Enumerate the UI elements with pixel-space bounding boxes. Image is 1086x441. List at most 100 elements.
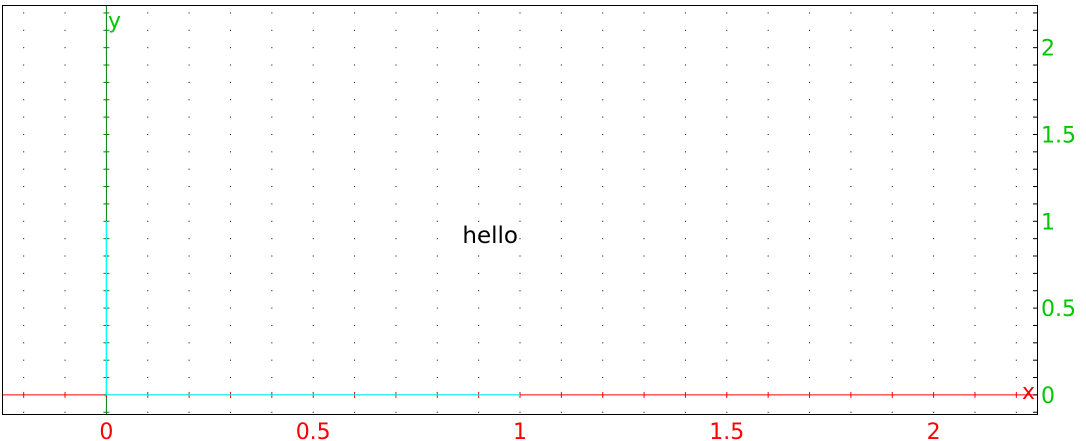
grid-dot — [478, 290, 480, 292]
grid-dot — [726, 342, 728, 344]
grid-dot — [354, 99, 356, 101]
grid-dot — [850, 307, 852, 309]
grid-dot — [147, 168, 149, 170]
grid-dot — [354, 324, 356, 326]
grid-dot — [643, 133, 645, 135]
grid-dot — [560, 220, 562, 222]
grid-dot — [64, 307, 66, 309]
grid-dot — [767, 64, 769, 66]
grid-dot — [519, 359, 521, 361]
grid-dot — [436, 64, 438, 66]
grid-dot — [933, 151, 935, 153]
grid-dot — [519, 324, 521, 326]
grid-dot — [560, 377, 562, 379]
grid-dot — [23, 186, 25, 188]
grid-dot — [767, 255, 769, 257]
grid-dot — [684, 359, 686, 361]
grid-dot — [23, 203, 25, 205]
grid-dot — [643, 64, 645, 66]
y-tick-label: 1 — [1041, 210, 1055, 235]
grid-dot — [809, 203, 811, 205]
grid-dot — [602, 359, 604, 361]
grid-dot — [643, 411, 645, 413]
grid-dot — [933, 116, 935, 118]
plot-frame — [2, 5, 1038, 415]
grid-dot — [271, 99, 273, 101]
grid-dot — [974, 29, 976, 31]
grid-dot — [560, 272, 562, 274]
grid-dot — [684, 203, 686, 205]
grid-dot — [271, 81, 273, 83]
grid-dot — [767, 342, 769, 344]
grid-dot — [147, 12, 149, 14]
grid-dot — [850, 186, 852, 188]
grid-dot — [726, 290, 728, 292]
grid-dot — [684, 307, 686, 309]
grid-dot — [602, 411, 604, 413]
grid-dot — [147, 307, 149, 309]
grid-dot — [767, 29, 769, 31]
grid-dot — [23, 64, 25, 66]
grid-dot — [767, 186, 769, 188]
grid-dot — [229, 99, 231, 101]
grid-dot — [643, 342, 645, 344]
grid-dot — [229, 133, 231, 135]
grid-dot — [933, 359, 935, 361]
grid-dot — [726, 81, 728, 83]
grid-dot — [23, 99, 25, 101]
grid-dot — [436, 272, 438, 274]
y-tick-label: 2 — [1041, 37, 1055, 62]
grid-dot — [271, 12, 273, 14]
grid-dot — [354, 168, 356, 170]
grid-dot — [560, 64, 562, 66]
grid-dot — [850, 359, 852, 361]
grid-dot — [809, 168, 811, 170]
grid-dot — [974, 47, 976, 49]
grid-dot — [974, 186, 976, 188]
grid-dot — [478, 47, 480, 49]
grid-dot — [229, 411, 231, 413]
grid-dot — [354, 203, 356, 205]
grid-dot — [643, 377, 645, 379]
grid-dot — [891, 359, 893, 361]
grid-dot — [891, 29, 893, 31]
grid-dot — [312, 12, 314, 14]
grid-dot — [850, 255, 852, 257]
grid-dot — [850, 64, 852, 66]
grid-dot — [933, 47, 935, 49]
grid-dot — [684, 272, 686, 274]
grid-dot — [395, 186, 397, 188]
grid-dot — [229, 324, 231, 326]
grid-dot — [519, 272, 521, 274]
grid-dot — [643, 272, 645, 274]
grid-dot — [147, 64, 149, 66]
grid-dot — [850, 272, 852, 274]
grid-dot — [602, 307, 604, 309]
grid-dot — [478, 133, 480, 135]
grid-dot — [64, 12, 66, 14]
grid-dot — [229, 342, 231, 344]
grid-dot — [809, 220, 811, 222]
grid-dot — [933, 342, 935, 344]
grid-dot — [229, 168, 231, 170]
grid-dot — [602, 116, 604, 118]
grid-dot — [436, 47, 438, 49]
grid-dot — [1015, 133, 1017, 135]
grid-dot — [395, 12, 397, 14]
grid-dot — [188, 342, 190, 344]
grid-dot — [23, 290, 25, 292]
grid-dot — [560, 307, 562, 309]
grid-dot — [436, 220, 438, 222]
grid-dot — [436, 29, 438, 31]
grid-dot — [519, 116, 521, 118]
y-tick-label: 1.5 — [1041, 123, 1076, 148]
grid-dot — [767, 307, 769, 309]
grid-dot — [23, 151, 25, 153]
grid-dot — [891, 203, 893, 205]
grid-dot — [602, 255, 604, 257]
x-axis-label: x — [1022, 380, 1035, 405]
grid-dot — [974, 411, 976, 413]
grid-dot — [974, 168, 976, 170]
grid-dot — [519, 290, 521, 292]
grid-dot — [478, 64, 480, 66]
